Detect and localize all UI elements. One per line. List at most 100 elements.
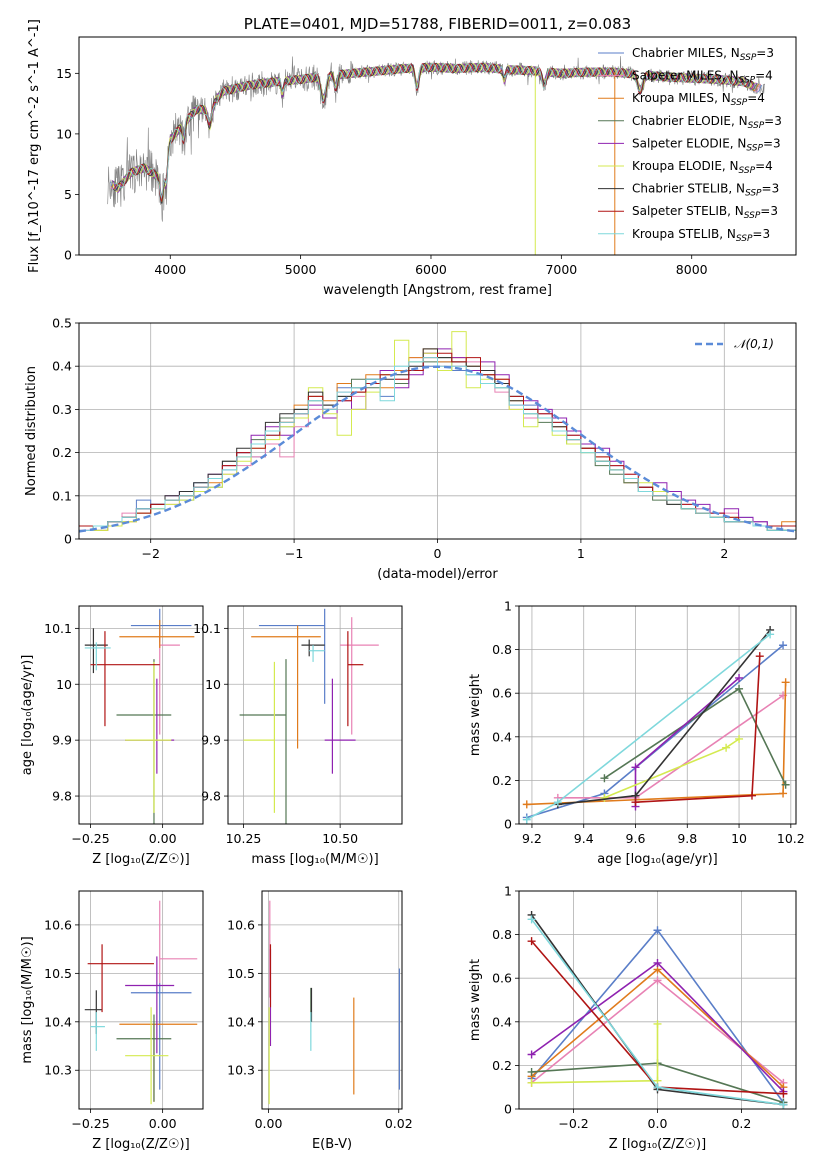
weight-point: [527, 1078, 536, 1087]
model-line: [110, 62, 760, 198]
weight-point: [600, 793, 609, 802]
x-axis-label: mass [log₁₀(M/M☉)]: [251, 852, 378, 867]
model-line: [113, 62, 754, 203]
weight-point: [653, 976, 662, 985]
y-tick-label: 10.1: [193, 621, 221, 636]
weight-point: [527, 1050, 536, 1059]
weight-line: [604, 738, 740, 799]
x-tick-label: −0.2: [558, 1116, 588, 1131]
weight-point: [527, 937, 536, 946]
y-axis-label: Flux [f_λ10^-17 erg cm^-2 s^-1 A^-1]: [27, 19, 42, 273]
legend-entry: Salpeter ELODIE, NSSP=3: [632, 136, 781, 153]
plot-area: [527, 910, 788, 1109]
y-tick-label: 10.6: [44, 917, 72, 932]
panel-age-vs-mass: 10.25 10.50 9.8 9.9 10 10.1 mass [log₁₀(M/M☉)]: [193, 605, 403, 867]
weight-point: [522, 815, 531, 824]
axes-frame: [518, 605, 797, 825]
y-tick-label: 10.6: [227, 917, 255, 932]
legend-entry: Kroupa ELODIE, NSSP=4: [632, 159, 773, 176]
weight-point: [779, 641, 788, 650]
weight-point: [781, 780, 790, 789]
y-tick-label: 0: [504, 817, 512, 832]
x-axis-label: wavelength [Angstrom, rest frame]: [323, 283, 552, 298]
legend-entry: Chabrier MILES, NSSP=3: [632, 46, 774, 63]
x-axis-label: E(B-V): [312, 1137, 352, 1152]
y-tick-label: 0.8: [492, 927, 512, 942]
x-axis-label: Z [log₁₀(Z/Z☉)]: [92, 852, 189, 867]
model-line: [114, 62, 752, 199]
y-tick-label: 10.3: [44, 1063, 72, 1078]
plot-area: [84, 900, 198, 1105]
legend-entry: Chabrier STELIB, NSSP=3: [632, 182, 779, 199]
y-tick-label: 0.2: [492, 1058, 512, 1073]
weight-point: [779, 1089, 788, 1098]
panel-weight-vs-age: 9.2 9.4 9.6 9.8 10 10.2 0 0.2 0.4 0.6 0.8 1 age [log…: [468, 599, 805, 868]
x-tick-label: 0.00: [149, 1116, 177, 1131]
weight-point: [735, 673, 744, 682]
y-tick-label: 10: [56, 677, 72, 692]
weight-line: [526, 633, 771, 821]
weight-line: [531, 1024, 659, 1084]
legend-entry: Chabrier ELODIE, NSSP=3: [632, 114, 782, 131]
y-tick-label: 0.4: [492, 1014, 512, 1029]
panel-spectrum: 4000 5000 6000 7000 8000 0 5 10 15 Chabrier MILES…: [27, 15, 797, 298]
weight-point: [781, 678, 790, 687]
axes-frame: [78, 322, 797, 540]
x-axis-label: Z [log₁₀(Z/Z☉)]: [609, 1137, 706, 1152]
y-tick-label: 10.4: [44, 1014, 72, 1029]
y-axis-label: mass weight: [468, 959, 483, 1041]
x-tick-label: 10.50: [322, 831, 358, 846]
y-tick-label: 0.3: [52, 402, 72, 417]
y-tick-label: 10: [205, 677, 221, 692]
axes-frame: [227, 605, 403, 825]
y-axis-label: mass [log₁₀(M/M☉)]: [20, 936, 35, 1063]
x-tick-label: 4000: [154, 262, 186, 277]
y-tick-label: 1: [504, 884, 512, 899]
weight-point: [653, 1083, 662, 1092]
histogram-series: [79, 331, 796, 531]
y-tick-label: 10.4: [227, 1014, 255, 1029]
y-tick-label: 0.4: [492, 729, 512, 744]
weight-point: [735, 734, 744, 743]
weight-point: [747, 791, 756, 800]
x-axis-label: (data-model)/error: [377, 567, 498, 582]
x-tick-label: 9.6: [626, 831, 646, 846]
y-tick-label: 15: [56, 66, 72, 81]
plot-area: [79, 331, 796, 533]
weight-point: [653, 1019, 662, 1028]
axes-frame: [78, 890, 204, 1110]
y-tick-label: 0.6: [492, 971, 512, 986]
y-tick-label: 9.8: [52, 789, 72, 804]
plot-area: [84, 608, 195, 824]
weight-point: [735, 684, 744, 693]
x-tick-label: 10.2: [777, 831, 805, 846]
weight-point: [779, 1100, 788, 1109]
legend-entry: Salpeter MILES, NSSP=4: [632, 69, 773, 86]
y-tick-label: 9.9: [52, 733, 72, 748]
weight-point: [553, 798, 562, 807]
weight-point: [755, 652, 764, 661]
y-tick-label: 10.3: [227, 1063, 255, 1078]
plot-area: [239, 608, 379, 824]
y-tick-label: 5: [64, 187, 72, 202]
y-tick-label: 1: [504, 599, 512, 614]
y-tick-label: 10.1: [44, 621, 72, 636]
panel-mass-vs-ebv: 0.00 0.02 10.3 10.4 10.5 10.6 E(B-V): [227, 890, 413, 1152]
x-tick-label: 10.25: [226, 831, 262, 846]
x-tick-label: 0.00: [255, 1116, 283, 1131]
model-line: [113, 62, 755, 204]
y-tick-label: 0.2: [52, 445, 72, 460]
y-tick-label: 9.9: [201, 733, 221, 748]
x-tick-label: 10: [731, 831, 747, 846]
x-tick-label: 7000: [545, 262, 577, 277]
y-tick-label: 0.8: [492, 642, 512, 657]
x-tick-label: 6000: [415, 262, 447, 277]
x-tick-label: 0.00: [149, 831, 177, 846]
legend-entry: 𝒩(0,1): [734, 337, 774, 351]
x-tick-label: 2: [720, 546, 728, 561]
weight-point: [522, 800, 531, 809]
x-tick-label: 1: [577, 546, 585, 561]
y-tick-label: 0: [64, 248, 72, 263]
y-tick-label: 0: [504, 1102, 512, 1117]
panel-mass-vs-z: −0.25 0.00 10.3 10.4 10.5 10.6 Z [log₁₀(Z/Z☉)]…: [20, 890, 204, 1152]
